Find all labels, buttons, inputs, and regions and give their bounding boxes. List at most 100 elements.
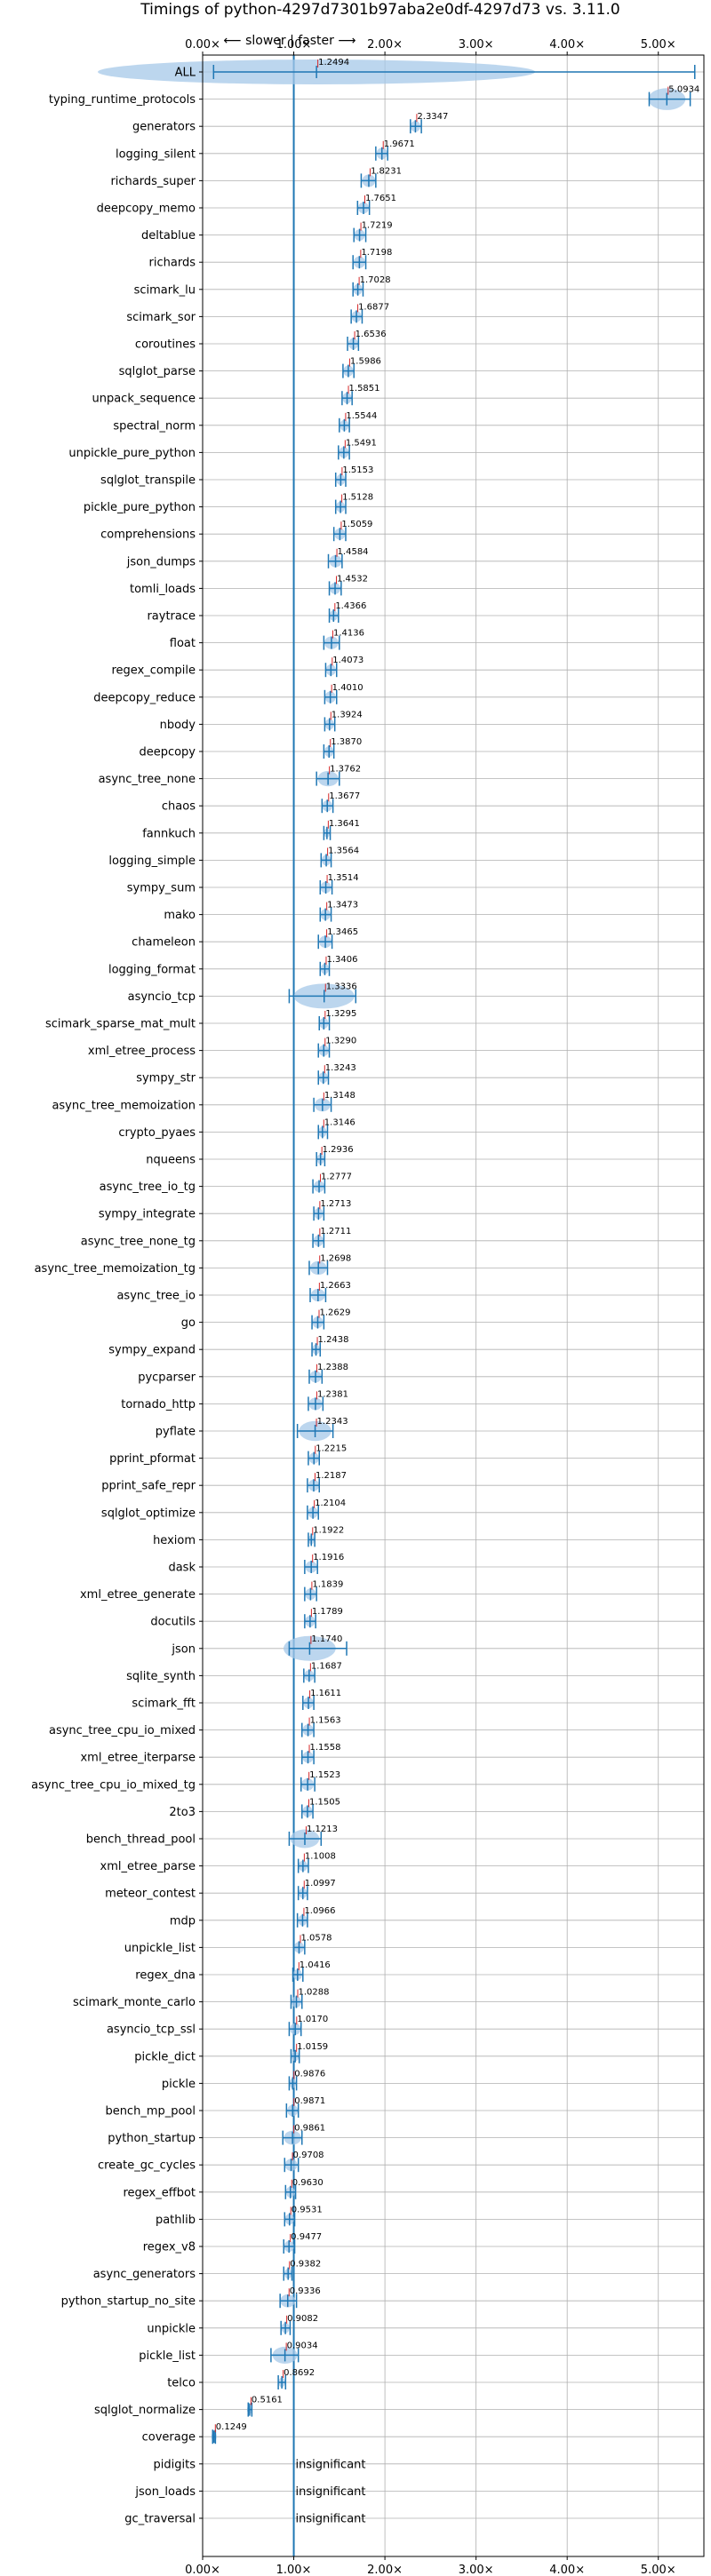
category-label: pidigits (154, 2458, 196, 2471)
category-label: typing_runtime_protocols (49, 93, 196, 107)
x-tick-label-top: 5.00× (641, 38, 676, 52)
value-label: 1.2215 (316, 1444, 347, 1454)
value-label: 1.3473 (327, 901, 358, 910)
category-label: generators (132, 121, 196, 134)
value-label: 0.9876 (294, 2069, 325, 2079)
value-label: 0.9708 (293, 2151, 324, 2160)
category-label: pyflate (156, 1426, 196, 1439)
value-label: 1.7198 (361, 248, 392, 258)
value-label: 1.1922 (313, 1525, 344, 1535)
category-label: regex_effbot (123, 2186, 196, 2199)
category-label: xml_etree_parse (100, 1860, 196, 1873)
value-label: 1.2381 (317, 1389, 348, 1399)
category-label: deepcopy_reduce (93, 691, 196, 704)
category-label: tomli_loads (130, 583, 196, 596)
category-label: dask (168, 1562, 196, 1575)
category-label: asyncio_tcp (128, 990, 196, 1004)
value-label: 1.0966 (304, 1906, 335, 1916)
category-label: sqlglot_normalize (94, 2404, 196, 2417)
value-label: 1.5491 (346, 438, 377, 448)
category-label: bench_mp_pool (105, 2105, 196, 2119)
value-label: 1.1789 (312, 1607, 343, 1617)
x-tick-label-bottom: 0.00× (185, 2564, 220, 2576)
category-label: pprint_pformat (109, 1452, 196, 1466)
value-label: 1.2388 (317, 1363, 348, 1372)
category-label: deepcopy (139, 746, 196, 759)
category-label: async_tree_none (99, 773, 196, 786)
category-label: async_tree_memoization_tg (35, 1262, 196, 1276)
category-label: unpickle_pure_python (68, 447, 196, 460)
value-label: 1.1523 (309, 1770, 340, 1780)
value-label: 0.1249 (216, 2422, 247, 2432)
category-label: pprint_safe_repr (101, 1480, 196, 1493)
category-label: 2to3 (169, 1806, 196, 1819)
value-label: 1.4366 (335, 601, 366, 611)
category-label: create_gc_cycles (98, 2159, 196, 2173)
value-label: 1.1740 (311, 1634, 342, 1644)
category-label: float (170, 637, 196, 650)
value-label: 1.1558 (310, 1743, 341, 1753)
value-label: 1.2713 (320, 1199, 351, 1209)
category-label: regex_dna (135, 1969, 196, 1983)
value-label: 1.9671 (384, 139, 415, 149)
value-label: 1.1563 (310, 1716, 341, 1726)
category-label: pycparser (138, 1371, 196, 1384)
insignificant-label: insignificant (296, 2485, 366, 2499)
category-label: coroutines (135, 338, 196, 352)
data-marks: 1.2494 5.0934 2.3347 1.9671 1.8231 1.7651 1.72… (98, 55, 699, 2556)
category-label: meteor_contest (105, 1888, 196, 1901)
category-label: tornado_http (121, 1398, 196, 1411)
category-label: regex_compile (111, 664, 196, 678)
category-label: unpack_sequence (92, 393, 196, 406)
category-label: scimark_sor (126, 311, 196, 324)
category-label: nbody (160, 719, 196, 732)
x-tick-label-bottom: 4.00× (549, 2564, 585, 2576)
value-label: 1.3146 (324, 1117, 356, 1127)
category-label: sympy_integrate (99, 1208, 196, 1221)
category-label: xml_etree_generate (80, 1588, 196, 1602)
category-label: sqlglot_transpile (100, 474, 196, 488)
category-label: async_tree_io (116, 1290, 196, 1303)
category-label: xml_etree_process (88, 1045, 196, 1058)
value-label: 1.2698 (320, 1253, 351, 1263)
category-label: async_tree_cpu_io_mixed_tg (31, 1778, 196, 1792)
category-label: sqlite_synth (126, 1670, 196, 1683)
value-label: 1.1505 (309, 1797, 340, 1807)
category-label: pickle (162, 2078, 196, 2091)
x-tick-label-top: 2.00× (367, 38, 403, 52)
value-label: 0.5161 (252, 2396, 283, 2405)
value-label: 1.0288 (298, 1988, 329, 1998)
value-label: 1.2494 (318, 58, 349, 68)
value-label: 1.1916 (313, 1553, 344, 1562)
category-label: scimark_monte_carlo (73, 1996, 196, 2009)
value-label: 1.1839 (312, 1580, 343, 1590)
value-label: 1.2343 (317, 1417, 348, 1427)
value-label: 1.5059 (341, 520, 372, 529)
value-label: 1.5851 (349, 384, 380, 394)
category-label: comprehensions (100, 529, 196, 542)
x-tick-label-bottom: 5.00× (641, 2564, 676, 2576)
value-label: 0.9336 (290, 2286, 321, 2296)
value-label: 0.9034 (287, 2341, 318, 2350)
x-tick-label-bottom: 2.00× (367, 2564, 403, 2576)
value-label: 0.8692 (284, 2368, 315, 2378)
grid (202, 55, 704, 2556)
category-label: coverage (142, 2431, 196, 2445)
value-label: 1.0416 (300, 1960, 331, 1970)
value-label: 1.3290 (325, 1037, 356, 1046)
value-label: 1.5544 (346, 411, 377, 421)
category-label: mdp (170, 1914, 196, 1928)
value-label: 1.4532 (337, 574, 368, 584)
value-label: 1.3514 (328, 873, 359, 883)
value-label: 1.3677 (329, 791, 360, 801)
category-label: sympy_str (136, 1072, 196, 1085)
value-label: 1.3564 (328, 846, 359, 855)
category-label: sqlglot_optimize (101, 1507, 196, 1520)
category-label: xml_etree_iterparse (80, 1752, 196, 1765)
chart-title: Timings of python-4297d7301b97aba2e0df-4… (140, 1, 619, 19)
value-label: 1.4136 (333, 629, 364, 639)
category-label: async_tree_io_tg (100, 1181, 196, 1194)
category-label: logging_format (108, 963, 196, 976)
category-label: async_tree_memoization (52, 1099, 196, 1112)
category-label: json_dumps (126, 555, 196, 568)
